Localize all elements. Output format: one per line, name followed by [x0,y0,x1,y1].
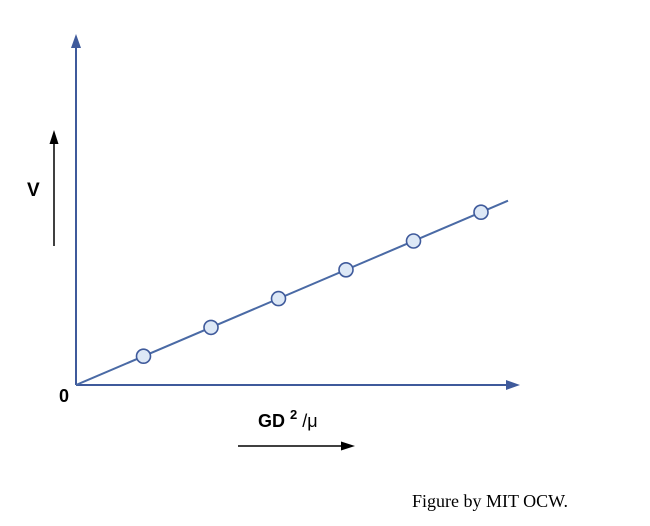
data-point [338,261,354,278]
figure-credit: Figure by MIT OCW. [412,491,568,511]
x-label-arrowhead [341,441,355,451]
data-point [203,319,219,336]
data-point [405,233,422,249]
x-axis-arrowhead [506,380,520,390]
y-axis-label: V [27,180,40,201]
axes [71,34,520,390]
x-axis-label-suffix: /μ [302,411,317,431]
label-arrows [49,130,355,451]
x-axis-label-main: GD [258,411,285,431]
origin-label: 0 [59,386,69,406]
labels: 0 V GD 2 /μ Figure by MIT OCW. [27,180,568,511]
data-point [473,204,489,220]
y-axis-arrowhead [71,34,81,48]
y-label-arrowhead [49,130,59,144]
data-points [135,204,489,365]
data-point [270,290,287,307]
x-axis-label: GD 2 /μ [258,403,318,431]
data-point [135,348,152,365]
x-axis-label-superscript: 2 [290,407,297,422]
